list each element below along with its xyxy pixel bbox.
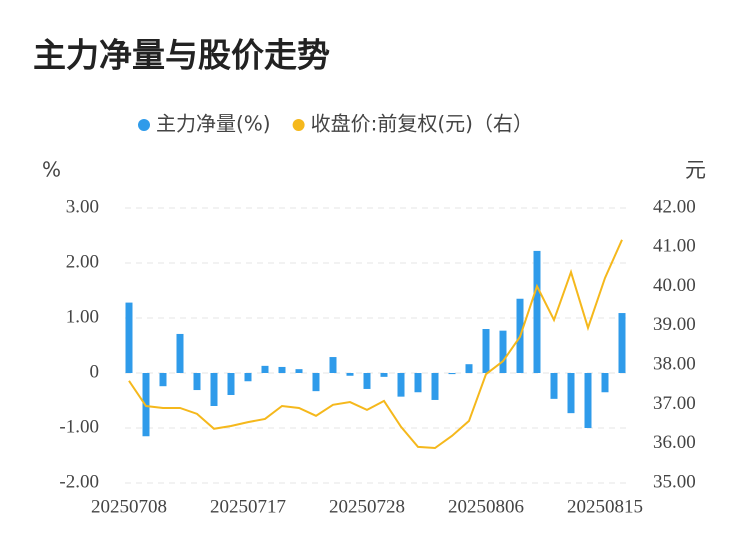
legend-marker [292,119,305,131]
x-tick-label: 20250728 [329,496,405,517]
bar [193,373,201,391]
bar [261,365,269,373]
y2-axis-label: 元 [685,158,706,182]
bar [363,373,371,389]
y-tick-label: 1.00 [66,306,99,327]
bar [278,366,286,373]
bar [346,373,354,376]
bar [601,373,609,393]
y-tick-label: -1.00 [59,416,99,437]
legend-label: 收盘价:前复权(元)（右） [311,112,533,136]
bar [618,313,626,373]
x-tick-label: 20250815 [567,496,643,517]
price-line [128,239,623,450]
bar [312,373,320,392]
bar [227,373,235,395]
bar [448,373,456,375]
y2-tick-label: 38.00 [653,354,696,375]
bar [499,330,507,373]
y-tick-label: 3.00 [66,196,99,217]
y2-tick-label: 36.00 [653,432,696,453]
bar [431,373,439,400]
chart-title: 主力净量与股价走势 [33,36,330,75]
y-axis-label: % [42,158,61,182]
bar [584,373,592,428]
bar [380,373,388,377]
bar [550,373,558,399]
y-tick-label: -2.00 [59,471,99,492]
bar [244,373,252,382]
bar [329,357,337,373]
y-tick-label: 2.00 [66,251,99,272]
legend-marker [138,119,150,131]
y2-tick-label: 39.00 [653,314,696,335]
bar [125,302,133,373]
bar [176,333,184,373]
bar [567,373,575,414]
bar [533,250,541,373]
x-tick-label: 20250717 [210,496,286,517]
y2-tick-label: 41.00 [653,236,696,257]
bar [482,329,490,373]
x-tick-label: 20250708 [91,496,167,517]
bar [465,364,473,373]
y2-tick-label: 40.00 [653,275,696,296]
bar [210,373,218,406]
legend-label: 主力净量(%) [156,112,271,136]
y2-tick-label: 37.00 [653,393,696,414]
x-tick-label: 20250806 [448,496,524,517]
y2-tick-label: 35.00 [653,471,696,492]
y2-tick-label: 42.00 [653,196,696,217]
y-tick-label: 0 [90,361,100,382]
bar [295,369,303,373]
bar [414,373,422,393]
bar [397,373,405,397]
bar [159,373,167,387]
